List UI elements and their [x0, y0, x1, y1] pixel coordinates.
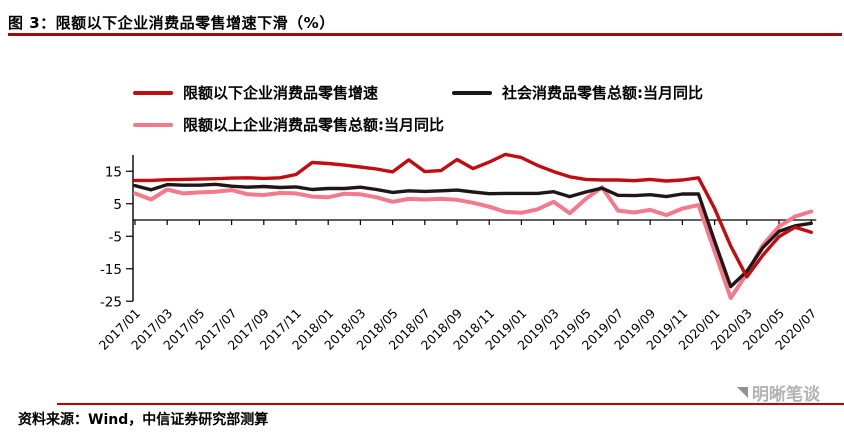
watermark: 明晰笔谈: [737, 380, 820, 405]
y-tick-label: -5: [109, 229, 122, 245]
series-line-2: [133, 185, 814, 300]
legend-item-below-quota: 限额以下企业消费品零售增速: [133, 82, 378, 103]
y-tick-label: -25: [100, 294, 122, 310]
legend-swatch-red: [133, 90, 173, 95]
legend-swatch-pink: [133, 122, 173, 127]
figure-title: 图 3：限额以下企业消费品零售增速下滑（%）: [8, 14, 335, 32]
data-source: 资料来源：Wind，中信证券研究部测算: [18, 412, 269, 428]
series-line-1: [133, 182, 813, 289]
legend-label: 限额以下企业消费品零售增速: [183, 84, 379, 102]
legend-item-total-retail: 社会消费品零售总额:当月同比: [452, 82, 703, 103]
legend-label: 限额以上企业消费品零售总额:当月同比: [183, 116, 445, 134]
legend-item-above-quota: 限额以上企业消费品零售总额:当月同比: [133, 114, 444, 135]
legend-swatch-black: [452, 90, 492, 95]
line-chart: 15 5 -5 -15 -25 2017/01 2017/03 2017/05 2017/07 2…: [0, 140, 844, 385]
footer-rule: [57, 403, 844, 405]
y-tick-label: -15: [100, 262, 122, 278]
y-tick-label: 5: [113, 197, 122, 213]
y-tick-label: 15: [105, 164, 122, 180]
legend-label: 社会消费品零售总额:当月同比: [502, 84, 703, 102]
series-line-0: [133, 152, 813, 279]
mingxi-logo-icon: [737, 387, 748, 398]
watermark-text: 明晰笔谈: [752, 385, 820, 405]
title-underline: [8, 33, 842, 36]
